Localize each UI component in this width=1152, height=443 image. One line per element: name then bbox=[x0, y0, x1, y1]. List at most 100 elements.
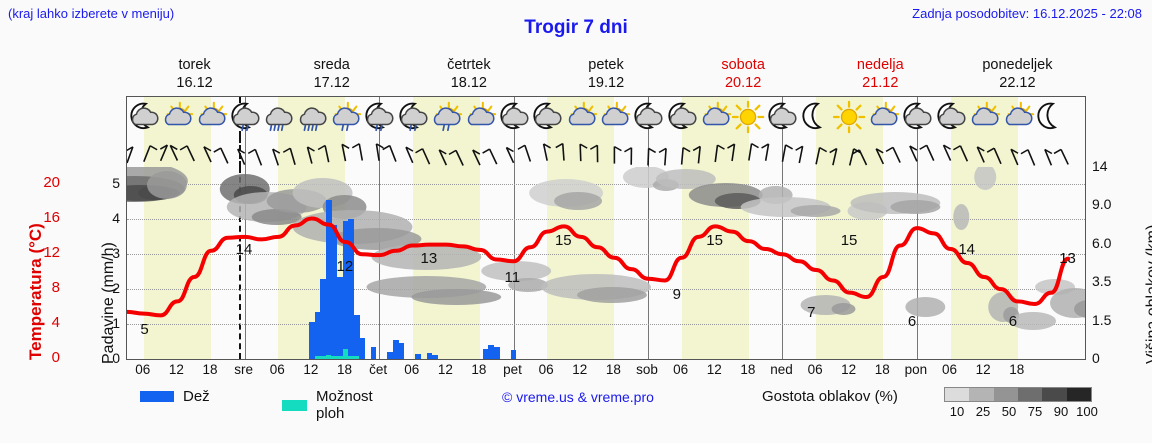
legend-item-rain: Dež bbox=[140, 388, 210, 405]
precipitation-axis-title: Padavine (mm/h) bbox=[78, 168, 117, 368]
x-tick-label: 06 bbox=[673, 362, 689, 377]
x-tick-label: 06 bbox=[807, 362, 823, 377]
day-date: 16.12 bbox=[176, 75, 213, 91]
day-name: sreda bbox=[313, 57, 350, 73]
precipitation-tick: 5 bbox=[112, 175, 120, 192]
sun-cloud-rain-icon bbox=[328, 100, 362, 134]
day-separator-5 bbox=[782, 167, 784, 359]
day-separator-2 bbox=[379, 137, 381, 167]
x-tick-label: sre bbox=[234, 362, 254, 377]
x-axis-labels: 06 12 18 sre 06 12 18 čet 06 12 18 pet 06 12 18 sob 06 12… bbox=[126, 362, 1086, 382]
cloud-height-tick: 0 bbox=[1092, 350, 1100, 366]
cloud-density-step bbox=[1042, 388, 1067, 401]
x-tick-label: 18 bbox=[1009, 362, 1025, 377]
day-separator-6 bbox=[916, 167, 918, 359]
rain-bar bbox=[482, 348, 489, 359]
showers-bar bbox=[353, 356, 360, 359]
day-header-6: ponedeljek 22.12 bbox=[949, 56, 1086, 94]
day-name: torek bbox=[178, 57, 211, 73]
temperature-marker: 15 bbox=[554, 232, 572, 250]
moon-icon bbox=[799, 100, 833, 134]
cloud-density-tick-label: 75 bbox=[1027, 404, 1043, 419]
sun-cloud-icon bbox=[564, 100, 598, 134]
page-title: Trogir 7 dni bbox=[524, 17, 628, 38]
x-tick-label: 12 bbox=[303, 362, 319, 377]
temperature-curve bbox=[127, 216, 1071, 318]
day-date: 17.12 bbox=[313, 75, 350, 91]
menu-hint-text: (kraj lahko izberete v meniju) bbox=[8, 6, 175, 21]
rain-bar bbox=[370, 346, 377, 359]
gridline-5 bbox=[127, 184, 1085, 186]
rain-bar bbox=[342, 221, 349, 359]
legend-item-showers: Možnost ploh bbox=[282, 388, 382, 422]
x-tick-label: 18 bbox=[202, 362, 218, 377]
day-date: 22.12 bbox=[999, 75, 1036, 91]
copyright-link[interactable]: © vreme.us & vreme.pro bbox=[502, 389, 654, 405]
day-separator-1 bbox=[244, 167, 246, 359]
rain-bar bbox=[359, 338, 366, 359]
temperature-marker: 12 bbox=[336, 258, 354, 276]
rain-bar bbox=[493, 346, 500, 359]
showers-bar bbox=[336, 355, 343, 359]
sun-cloud-icon bbox=[698, 100, 732, 134]
day-separator-4 bbox=[648, 167, 650, 359]
temperature-marker: 15 bbox=[840, 232, 858, 250]
showers-bar bbox=[320, 356, 327, 359]
showers-legend-label: Možnost ploh bbox=[316, 388, 373, 422]
last-updated-text: Zadnja posodobitev: 16.12.2025 - 22:08 bbox=[912, 6, 1142, 21]
temperature-axis-title: Temperatura (°C) bbox=[2, 168, 45, 363]
day-header-0: torek 16.12 bbox=[126, 56, 263, 94]
x-tick-label: 12 bbox=[975, 362, 991, 377]
temperature-tick: 4 bbox=[51, 314, 60, 332]
rain-bar bbox=[314, 311, 321, 359]
sun-cloud-rain-icon bbox=[429, 100, 463, 134]
cloud-height-tick: 3.5 bbox=[1092, 273, 1112, 290]
showers-bar bbox=[342, 348, 349, 359]
x-tick-label: 18 bbox=[605, 362, 621, 377]
moon-cloud-icon bbox=[934, 100, 968, 134]
daylight-band-6 bbox=[950, 167, 1018, 359]
sun-cloud-icon bbox=[967, 100, 1001, 134]
day-separator-3 bbox=[513, 137, 515, 167]
daylight-band-5 bbox=[816, 137, 884, 167]
cloud-density-tick-label: 100 bbox=[1076, 404, 1098, 419]
moon-cloud-rain-icon bbox=[396, 100, 430, 134]
precipitation-tick: 4 bbox=[112, 210, 120, 227]
meteogram-plot: 514121311159157156146139 bbox=[126, 96, 1086, 360]
graph-area: 514121311159157156146139 bbox=[127, 167, 1085, 359]
rain-bar bbox=[348, 219, 355, 359]
day-header-4: sobota 20.12 bbox=[675, 56, 812, 94]
rain-bar bbox=[488, 345, 495, 359]
x-tick-label: 18 bbox=[740, 362, 756, 377]
cloud-density-gradient bbox=[944, 387, 1092, 402]
day-header-1: sreda 17.12 bbox=[263, 56, 400, 94]
rain-bar bbox=[320, 278, 327, 359]
x-tick-label: 12 bbox=[168, 362, 184, 377]
x-tick-label: 06 bbox=[942, 362, 958, 377]
weather-icon-row bbox=[127, 97, 1085, 137]
cloud-height-axis-label: Višina oblakov (km) bbox=[1144, 224, 1152, 364]
x-tick-label: sob bbox=[636, 362, 658, 377]
rain-color-swatch bbox=[140, 391, 174, 402]
day-name: sobota bbox=[721, 57, 765, 73]
temperature-marker: 14 bbox=[235, 240, 253, 258]
rain-bar bbox=[308, 322, 315, 359]
temperature-marker: 6 bbox=[1008, 312, 1018, 330]
temperature-tick: 16 bbox=[43, 209, 60, 227]
showers-bar bbox=[331, 355, 338, 359]
cloud-density-step bbox=[1017, 388, 1043, 401]
gridline-4 bbox=[127, 219, 1085, 221]
rain-legend-label: Dež bbox=[183, 388, 210, 405]
moon-cloud-icon bbox=[530, 100, 564, 134]
moon-cloud-icon bbox=[765, 100, 799, 134]
day-date: 20.12 bbox=[724, 75, 762, 91]
cloud-rain-icon bbox=[261, 100, 295, 134]
day-date: 19.12 bbox=[587, 75, 625, 91]
day-header-2: četrtek 18.12 bbox=[400, 56, 537, 94]
temperature-marker: 13 bbox=[420, 249, 438, 267]
sun-cloud-icon bbox=[160, 100, 194, 134]
day-separator-5 bbox=[782, 137, 784, 167]
x-tick-label: 12 bbox=[841, 362, 857, 377]
x-tick-label: 18 bbox=[336, 362, 352, 377]
x-tick-label: 06 bbox=[269, 362, 285, 377]
